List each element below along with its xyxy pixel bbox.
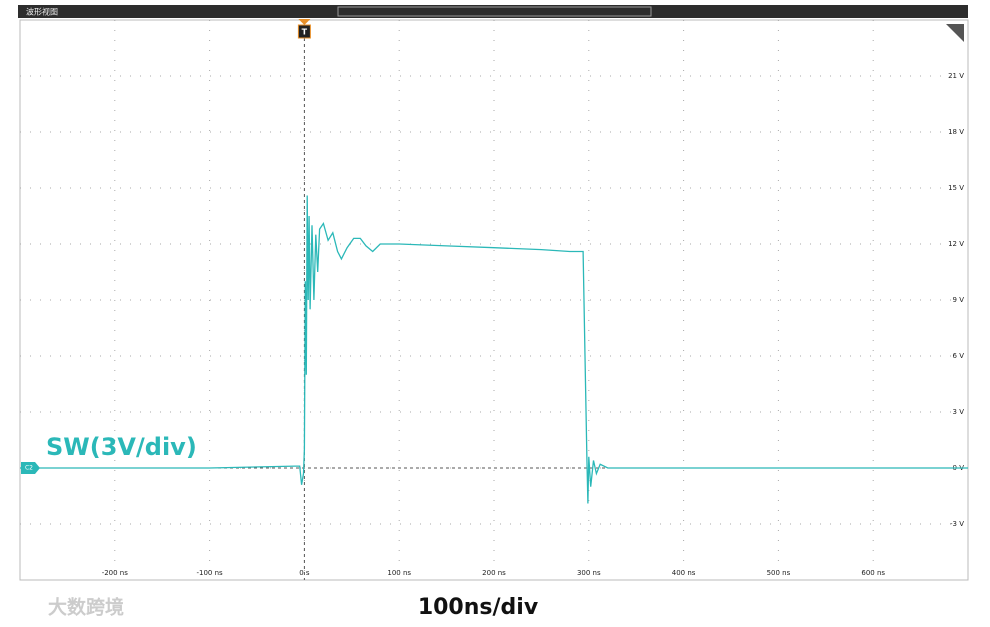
y-tick-label: 21 V xyxy=(948,72,964,80)
trigger-box xyxy=(297,24,311,39)
corner-icon xyxy=(946,24,964,42)
trigger-label: T xyxy=(302,28,308,37)
x-tick-label: 200 ns xyxy=(482,569,506,577)
channel-marker xyxy=(21,462,40,474)
y-tick-label: 12 V xyxy=(948,240,964,248)
channel-label: C2 xyxy=(25,465,33,472)
y-tick-label: 6 V xyxy=(953,352,965,360)
title: 波形视图 xyxy=(26,7,58,17)
y-tick-label: -3 V xyxy=(950,520,964,528)
x-tick-label: 600 ns xyxy=(861,569,885,577)
y-tick-label: 15 V xyxy=(948,184,964,192)
x-tick-label: 500 ns xyxy=(767,569,791,577)
title-bar xyxy=(18,5,968,18)
annotation: SW(3V/div) xyxy=(46,433,197,461)
footer: 100ns/div xyxy=(418,595,539,620)
x-tick-label: 100 ns xyxy=(387,569,411,577)
waveform xyxy=(20,195,968,504)
y-tick-label: 3 V xyxy=(953,408,965,416)
overview-box xyxy=(337,6,652,17)
x-tick-label: 300 ns xyxy=(577,569,601,577)
y-tick-label: 18 V xyxy=(948,128,964,136)
y-tick-label: 9 V xyxy=(953,296,965,304)
trigger-marker xyxy=(298,19,311,25)
x-tick-label: -100 ns xyxy=(196,569,223,577)
x-tick-label: -200 ns xyxy=(102,569,129,577)
watermark: 大数跨境 xyxy=(48,596,124,619)
x-tick-label: 400 ns xyxy=(672,569,696,577)
